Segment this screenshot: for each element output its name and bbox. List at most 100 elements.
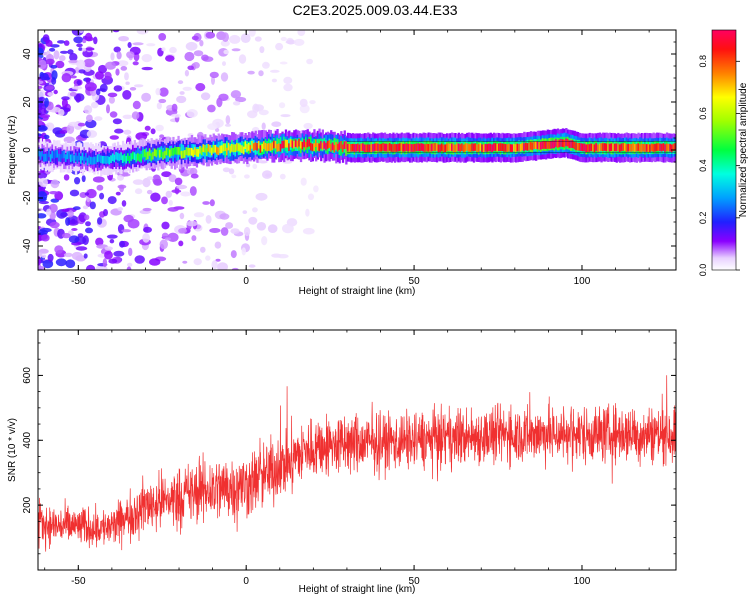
spectrogram-ridge-cell — [439, 144, 442, 153]
spectrogram-noise-cell — [222, 61, 226, 66]
spectrogram-noise-cell — [277, 254, 289, 259]
spectrogram-noise-cell — [231, 48, 241, 52]
spectrogram-ridge-cell — [538, 141, 541, 150]
spectrogram-noise-cell — [85, 227, 93, 234]
spectrogram-ridge-cell — [90, 156, 93, 165]
spectrogram-ridge-cell — [251, 141, 254, 149]
spectrogram-noise-cell — [65, 259, 76, 269]
spectrogram-ridge-cell — [56, 149, 59, 158]
spectrogram-ridge-cell — [602, 143, 605, 151]
spectrogram-noise-cell — [86, 114, 93, 123]
spectrogram-ridge-cell — [447, 143, 450, 152]
spectrogram-noise-cell — [186, 220, 198, 227]
spectrogram-ridge-cell — [152, 151, 155, 160]
spectrogram-ridge-cell — [632, 143, 635, 152]
spectrogram-ridge-cell — [355, 144, 358, 152]
spectrogram-noise-cell — [126, 266, 132, 270]
spectrogram-ridge-cell — [435, 143, 439, 151]
spectrogram-noise-cell — [58, 108, 65, 117]
spectrogram-ridge-cell — [489, 143, 492, 152]
spectrogram-ridge-cell — [531, 142, 534, 151]
spectrogram-noise-cell — [55, 258, 67, 267]
spectrogram-noise-cell — [94, 116, 103, 121]
spectrogram-noise-cell — [187, 65, 194, 71]
spectrogram-noise-cell — [68, 59, 79, 64]
spectrogram-noise-cell — [46, 208, 52, 216]
spectrogram-noise-cell — [167, 232, 179, 242]
snr-frame — [37, 329, 677, 571]
spectrogram-noise-cell — [125, 81, 130, 85]
spectrogram-noise-cell — [61, 73, 72, 83]
spectrogram-ridge-cell — [415, 143, 419, 152]
spectrogram-noise-cell — [202, 201, 210, 205]
spectrogram-ridge-cell — [603, 143, 607, 151]
spectrogram-ridge-cell — [642, 143, 645, 152]
spectrogram-ridge-cell — [116, 152, 120, 161]
spectrogram-ridge-cell — [575, 142, 578, 151]
spectrogram-ridge-cell — [199, 145, 202, 154]
spectrogram-ridge-cell — [556, 140, 560, 149]
snr-xlabel: Height of straight line (km) — [299, 584, 416, 595]
spectrogram-noise-cell — [97, 217, 103, 225]
spectrogram-noise-cell — [121, 200, 127, 207]
spectrogram-ridge-cell — [477, 144, 481, 152]
spectrogram-noise-cell — [128, 247, 133, 257]
spectrogram-ridge-cell — [486, 144, 489, 152]
spectrogram-ridge-cell — [360, 143, 363, 152]
spectrogram-ridge-cell — [167, 148, 170, 156]
spectrogram-ridge-cell — [123, 153, 126, 162]
spectrogram-noise-cell — [167, 207, 179, 212]
spectrogram-noise-cell — [59, 130, 68, 134]
spectrogram-noise-cell — [156, 102, 162, 110]
spectrogram-ridge-cell — [560, 139, 563, 147]
spectrogram-noise-cell — [184, 51, 195, 62]
spectrogram-noise-cell — [158, 98, 167, 104]
spectrogram-ridge-cell — [466, 143, 469, 151]
spectrogram-noise-cell — [38, 80, 44, 85]
spectrogram-noise-cell — [243, 226, 251, 237]
spectrogram-noise-cell — [67, 210, 74, 218]
spectrogram-ridge-cell — [640, 143, 643, 152]
spectrogram-ridge-cell — [284, 139, 288, 148]
spectrogram-ridge-cell — [323, 141, 326, 149]
spectrogram-noise-cell — [69, 53, 78, 62]
spectrogram-noise-cell — [168, 199, 173, 206]
spectrogram-noise-cell — [82, 205, 89, 210]
spectrogram-ridge-cell — [138, 154, 141, 162]
spectrogram-noise-cell — [150, 128, 156, 135]
spectrogram-ridge-cell — [76, 155, 79, 164]
spectrogram-noise-cell — [146, 176, 154, 181]
spectrogram-ridge-cell — [474, 143, 477, 151]
spectrogram-noise-cell — [71, 228, 78, 231]
spectrogram-noise-cell — [38, 43, 43, 48]
spectrogram-noise-cell — [123, 129, 132, 135]
spectrogram-ridge-cell — [424, 144, 427, 152]
spectrogram-noise-cell — [105, 61, 116, 70]
spectrogram-noise-cell — [152, 174, 161, 185]
spectrogram-ridge-cell — [128, 155, 131, 164]
spectrogram-noise-cell — [89, 201, 96, 210]
spectrogram-ridge-cell — [523, 143, 526, 151]
spectrogram-ridge-cell — [573, 141, 576, 150]
spectrogram-ridge-cell — [345, 143, 348, 156]
spectrogram-ridge-cell — [38, 148, 41, 157]
spectrogram-ridge-cell — [630, 144, 633, 152]
spectrogram-noise-cell — [267, 224, 278, 234]
spectrogram-ridge-cell — [499, 143, 502, 151]
spectrogram-ridge-cell — [467, 143, 471, 152]
spectrogram-ridge-cell — [207, 144, 210, 152]
spectrogram-noise-cell — [106, 234, 118, 239]
spectrogram-ridge-cell — [390, 144, 393, 152]
spectrogram-noise-cell — [275, 42, 284, 51]
spectrogram-ridge-cell — [597, 144, 600, 153]
spectrogram-noise-cell — [117, 207, 123, 211]
spectrogram-ridge-cell — [189, 147, 192, 156]
spectrogram-noise-cell — [254, 36, 262, 42]
spectrogram-noise-cell — [134, 84, 144, 88]
spectrogram-noise-cell — [306, 58, 313, 65]
spectrogram-noise-cell — [53, 89, 58, 95]
spectrogram-ridge-cell — [158, 149, 162, 158]
spectrogram-noise-cell — [38, 107, 47, 116]
spectrogram-noise-cell — [256, 222, 267, 231]
spectrogram-ridge-cell — [456, 143, 459, 152]
